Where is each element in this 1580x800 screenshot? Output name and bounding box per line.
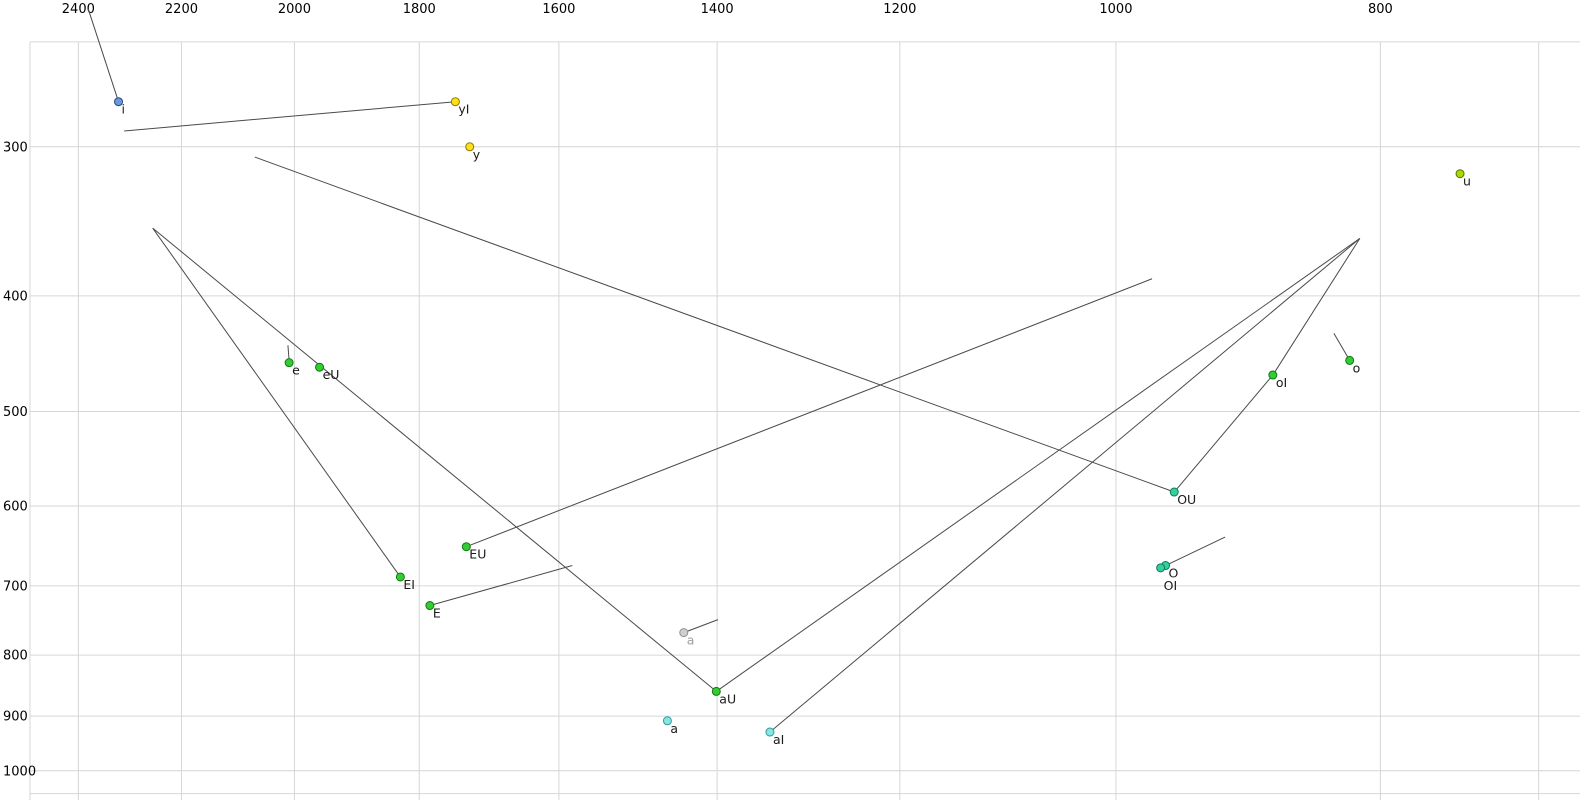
- vowel-label-O-12: O: [1169, 566, 1179, 581]
- y-tick-label-300: 300: [3, 140, 28, 155]
- vowel-label-OU-8: OU: [1177, 492, 1196, 507]
- vowel-label-EU-9: EU: [469, 547, 486, 562]
- vowel-label-E-11: E: [433, 606, 441, 621]
- x-tick-label-1600: 1600: [542, 2, 575, 17]
- x-tick-label-1200: 1200: [883, 2, 916, 17]
- trajectory-line-7: [716, 237, 1361, 692]
- vowel-point-a-14[interactable]: [679, 628, 689, 638]
- x-tick-label-1400: 1400: [701, 2, 734, 17]
- x-tick-label-1800: 1800: [403, 2, 436, 17]
- trajectory-line-2: [254, 156, 1175, 493]
- vowel-point-e-4[interactable]: [284, 358, 294, 368]
- trajectory-line-0: [87, 8, 119, 102]
- vowel-label-eU-5: eU: [323, 367, 340, 382]
- vowel-point-a-16[interactable]: [662, 716, 672, 726]
- vowel-point-y-2[interactable]: [465, 142, 475, 152]
- y-tick-label-600: 600: [3, 500, 28, 515]
- vowel-point-eU-5[interactable]: [315, 362, 325, 372]
- y-tick-label-400: 400: [3, 289, 28, 304]
- vowel-label-y-2: y: [473, 147, 481, 162]
- vowel-label-i-0: i: [122, 102, 125, 117]
- trajectory-line-9: [1272, 238, 1361, 376]
- trajectory-line-8: [769, 238, 1361, 733]
- vowel-label-yI-1: yI: [458, 102, 469, 117]
- vowel-point-aI-17[interactable]: [765, 727, 775, 737]
- trajectory-line-11: [1333, 333, 1351, 361]
- x-tick-label-2000: 2000: [278, 2, 311, 17]
- y-tick-label-500: 500: [3, 405, 28, 420]
- y-tick-label-800: 800: [3, 649, 28, 664]
- trajectory-line-1: [124, 101, 456, 132]
- y-tick-label-900: 900: [3, 710, 28, 725]
- vowel-label-o-6: o: [1353, 360, 1361, 375]
- x-tick-label-2200: 2200: [165, 2, 198, 17]
- trajectory-line-10: [1173, 374, 1274, 493]
- trajectory-line-5: [466, 278, 1153, 548]
- vowel-label-a-14: a: [687, 633, 695, 648]
- vowel-point-E-11[interactable]: [425, 601, 435, 611]
- vowel-label-u-3: u: [1463, 174, 1471, 189]
- vowel-label-OI-13: OI: [1164, 578, 1178, 593]
- vowel-point-o-6[interactable]: [1345, 355, 1355, 365]
- y-tick-label-1000: 1000: [3, 764, 36, 779]
- trajectory-line-13: [287, 345, 290, 361]
- y-tick-label-700: 700: [3, 579, 28, 594]
- x-tick-label-2400: 2400: [62, 2, 95, 17]
- trajectory-line-14: [1165, 536, 1226, 566]
- vowel-point-EU-9[interactable]: [461, 542, 471, 552]
- trajectory-line-6: [429, 565, 573, 607]
- vowel-point-u-3[interactable]: [1455, 169, 1465, 179]
- vowel-point-OI-13[interactable]: [1156, 563, 1166, 573]
- vowel-label-a-16: a: [670, 721, 678, 736]
- trajectory-line-4: [152, 227, 717, 692]
- vowel-point-oI-7[interactable]: [1268, 370, 1278, 380]
- vowel-point-yI-1[interactable]: [450, 97, 460, 107]
- vowel-point-EI-10[interactable]: [395, 572, 405, 582]
- vowel-point-i-0[interactable]: [114, 97, 124, 107]
- vowel-label-aI-17: aI: [773, 732, 784, 747]
- trajectory-line-12: [683, 619, 719, 634]
- vowel-label-aU-15: aU: [719, 691, 736, 706]
- vowel-label-oI-7: oI: [1276, 375, 1287, 390]
- vowel-point-OU-8[interactable]: [1169, 487, 1179, 497]
- trajectory-line-3: [152, 227, 401, 578]
- x-tick-label-800: 800: [1368, 2, 1393, 17]
- vowel-label-EI-10: EI: [403, 577, 415, 592]
- vowel-label-e-4: e: [292, 363, 300, 378]
- vowel-point-aU-15[interactable]: [711, 686, 721, 696]
- x-tick-label-1000: 1000: [1099, 2, 1132, 17]
